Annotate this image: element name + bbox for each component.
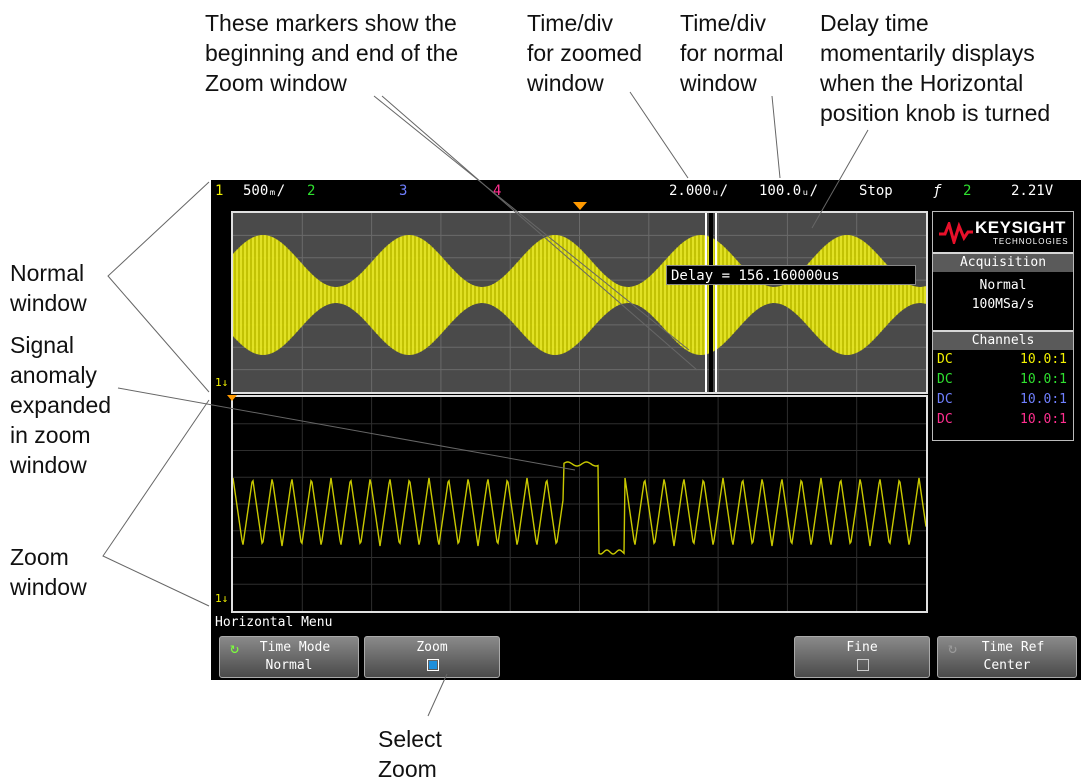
normal-ground-marker: 1↓ bbox=[215, 376, 229, 389]
callout-signal-anomaly: Signal anomaly expanded in zoom window bbox=[10, 332, 112, 478]
oscilloscope-screen: 1 500ₘ/ 2 3 4 2.000ᵤ/ 100.0ᵤ/ Stop ƒ 2 2… bbox=[211, 180, 1081, 680]
ch4-number[interactable]: 4 bbox=[493, 183, 502, 199]
ch1-number[interactable]: 1 bbox=[215, 183, 224, 199]
info-side-panel: KEYSIGHT TECHNOLOGIES Acquisition Normal… bbox=[932, 211, 1074, 441]
channels-header[interactable]: Channels bbox=[933, 332, 1073, 350]
leader-normal-window bbox=[107, 181, 210, 393]
trigger-level[interactable]: 2.21V bbox=[1011, 183, 1054, 199]
horizontal-menu-title: Horizontal Menu bbox=[215, 615, 333, 630]
zoom-softkey[interactable]: Zoom bbox=[364, 636, 500, 678]
status-bar: 1 500ₘ/ 2 3 4 2.000ᵤ/ 100.0ᵤ/ Stop ƒ 2 2… bbox=[211, 180, 1081, 202]
channel-row-3[interactable]: DC 10.0:1 bbox=[937, 392, 1067, 407]
ground-arrow-icon: ↓ bbox=[221, 592, 229, 605]
main-timebase[interactable]: 100.0ᵤ/ bbox=[759, 183, 819, 199]
acquisition-mode: Normal bbox=[979, 278, 1027, 293]
callout-delay-time: Delay time momentarily displays when the… bbox=[820, 10, 1051, 126]
keysight-wave-icon bbox=[939, 222, 973, 244]
callout-time-div-normal: Time/div for normal window bbox=[680, 10, 784, 96]
zoom-waveform-trace bbox=[233, 461, 926, 555]
acquisition-rate: 100MSa/s bbox=[971, 297, 1035, 312]
leader-time-div-zoomed bbox=[629, 91, 689, 179]
ground-arrow-icon: ↓ bbox=[221, 376, 229, 389]
callout-zoom-window: Zoom window bbox=[10, 544, 87, 600]
zoom-region-inner bbox=[709, 213, 713, 392]
callout-select-zoom: Select Zoom bbox=[378, 726, 442, 782]
zoom-region-markers[interactable] bbox=[705, 213, 717, 392]
normal-waveform-trace bbox=[233, 235, 926, 355]
fine-softkey[interactable]: Fine bbox=[794, 636, 930, 678]
fine-checkbox[interactable] bbox=[857, 659, 869, 671]
acquisition-header[interactable]: Acquisition bbox=[933, 254, 1073, 272]
trigger-edge-icon: ƒ bbox=[933, 183, 942, 199]
leader-select-zoom bbox=[427, 673, 448, 717]
keysight-logo: KEYSIGHT TECHNOLOGIES bbox=[933, 212, 1073, 252]
time-ref-softkey[interactable]: ↻ Time Ref Center bbox=[937, 636, 1077, 678]
trigger-channel: 2 bbox=[963, 183, 972, 199]
ch3-number[interactable]: 3 bbox=[399, 183, 408, 199]
callout-markers: These markers show the beginning and end… bbox=[205, 10, 459, 96]
callout-normal-window: Normal window bbox=[10, 260, 87, 316]
channel-row-1[interactable]: DC 10.0:1 bbox=[937, 352, 1067, 367]
rotate-knob-icon: ↻ bbox=[948, 639, 958, 657]
delay-readout: Delay = 156.160000us bbox=[666, 265, 916, 285]
zoom-carrier-trace bbox=[233, 461, 926, 555]
channel-row-4[interactable]: DC 10.0:1 bbox=[937, 412, 1067, 427]
channel-row-2[interactable]: DC 10.0:1 bbox=[937, 372, 1067, 387]
ch1-scale[interactable]: 500ₘ/ bbox=[243, 183, 286, 199]
leader-zoom-window bbox=[102, 399, 210, 607]
zoom-ground-marker: 1↓ bbox=[215, 592, 229, 605]
time-mode-softkey[interactable]: ↻ Time Mode Normal bbox=[219, 636, 359, 678]
zoom-checkbox[interactable] bbox=[427, 659, 439, 671]
channels-body: DC 10.0:1 DC 10.0:1 DC 10.0:1 DC 10.0:1 bbox=[933, 350, 1073, 440]
callout-time-div-zoomed: Time/div for zoomed window bbox=[527, 10, 643, 96]
normal-window: Delay = 156.160000us bbox=[231, 211, 928, 394]
acquisition-body: Normal 100MSa/s bbox=[933, 272, 1073, 330]
ch2-number[interactable]: 2 bbox=[307, 183, 316, 199]
checkbox-checked-icon bbox=[429, 661, 437, 669]
leader-time-div-normal bbox=[771, 95, 781, 179]
run-state[interactable]: Stop bbox=[859, 183, 893, 199]
rotate-knob-icon: ↻ bbox=[230, 639, 240, 657]
zoom-trigger-marker-icon bbox=[227, 395, 237, 401]
zoom-window bbox=[231, 395, 928, 613]
zoom-timebase[interactable]: 2.000ᵤ/ bbox=[669, 183, 729, 199]
